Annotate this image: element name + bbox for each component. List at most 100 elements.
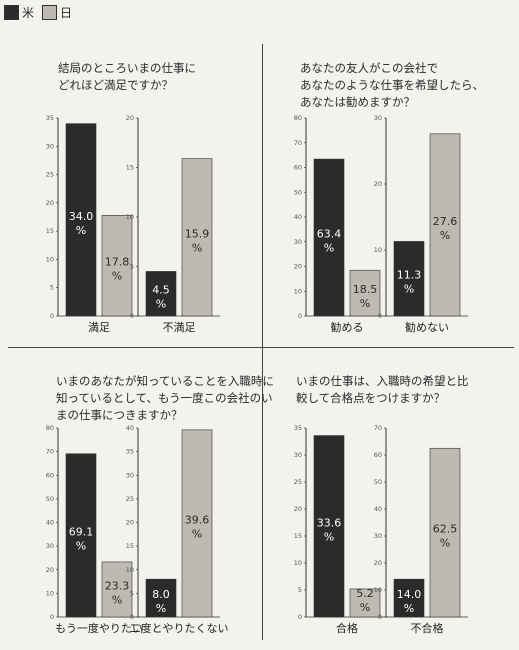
c2-s2-bar-jp	[429, 133, 461, 317]
c4-s2-tick-label: 50	[374, 478, 382, 486]
legend-swatch-jp	[42, 4, 58, 20]
c3-s2-bar-us	[145, 578, 177, 618]
c2-s1-tick-label: 50	[294, 188, 302, 196]
c3-s1-tick-label: 70	[46, 448, 54, 456]
c3-s1-value-label-jp: 23.3%	[105, 579, 130, 606]
c4-s2-tick-label: 10	[374, 586, 382, 594]
c2-s2-value-label-us: 11.3%	[397, 269, 422, 296]
c1-s2-tick-label: 15	[126, 164, 134, 172]
c1-s2-value-label-us: 4.5%	[152, 284, 170, 311]
c3-s1-tick-label: 40	[46, 519, 54, 527]
c1-s1-bar-jp	[101, 215, 133, 317]
legend-swatch-us	[4, 4, 19, 20]
c4-s1-tick-label: 5	[298, 586, 302, 594]
question-1: 結局のところいまの仕事に どれほど満足ですか？	[58, 61, 196, 92]
c4-s1-tick-label: 25	[294, 478, 302, 486]
c3-s2-tick-label: 35	[126, 448, 134, 456]
c4-s2-tick-label: 40	[374, 505, 382, 513]
c4-s1-bar-us	[313, 435, 345, 618]
c2-s1-value-label-jp: 18.5%	[353, 283, 378, 310]
c4-s1-bar-jp	[349, 588, 381, 618]
c3-s2-tick-label: 15	[126, 542, 134, 550]
c3-s1-tick-label: 80	[46, 424, 54, 432]
c4-s2-tick-label: 20	[374, 559, 382, 567]
c4-s2-value-label-us: 14.0%	[397, 588, 422, 615]
question-2: あなたの友人がこの会社で あなたのような仕事を希望したら、 あなたは勧めますか？	[300, 61, 484, 109]
legend: 米 日	[4, 3, 80, 21]
c1-s1-tick-label: 30	[46, 142, 54, 150]
c3-s2-value-label-jp: 39.6%	[185, 513, 210, 540]
c2-s1-tick-label: 10	[294, 287, 302, 295]
c4-s2-category-label: 不合格	[411, 621, 444, 635]
c1-s2-bar-us	[145, 271, 177, 317]
vertical-divider	[262, 44, 263, 640]
c4-s1-tick-label: 30	[294, 451, 302, 459]
c3-s1-bar-jp	[101, 561, 133, 618]
c2-s1-bar-us	[313, 158, 345, 317]
c3-s1-tick-label: 60	[46, 471, 54, 479]
question-3: いまのあなたが知っていることを入職時に 知っているとして、もう一度この会社のい …	[56, 374, 274, 422]
c2-s2-tick-label: 20	[374, 180, 382, 188]
horizontal-divider	[8, 347, 514, 348]
c1-s1-category-label: 満足	[88, 321, 110, 334]
c2-s2-tick-label: 0	[378, 312, 382, 320]
legend-label-us: 米	[22, 5, 35, 20]
c3-s2-tick-label: 25	[126, 495, 134, 503]
c2-s1-tick-label: 30	[294, 238, 302, 246]
c2-s2-value-label-jp: 27.6%	[433, 215, 458, 242]
c1-s1-tick-label: 20	[46, 199, 54, 207]
c3-s2-tick-label: 30	[126, 471, 134, 479]
c2-s2-tick-label: 30	[374, 114, 382, 122]
c1-s1-bar-us	[65, 123, 97, 317]
c2-s1-tick-label: 20	[294, 263, 302, 271]
c2-s1-category-label: 勧める	[331, 320, 364, 334]
c3-s1-tick-label: 10	[46, 589, 54, 597]
c1-s2-bar-jp	[181, 158, 213, 317]
c1-s1-tick-label: 35	[46, 114, 54, 122]
c1-s2-tick-label: 20	[126, 114, 134, 122]
c2-s1-bar-jp	[349, 269, 381, 317]
c2-s1-tick-label: 0	[298, 312, 302, 320]
c3-s1-value-label-us: 69.1%	[69, 525, 94, 552]
c1-s2-value-label-jp: 15.9%	[185, 227, 210, 254]
c2-s2-tick-label: 10	[374, 246, 382, 254]
c4-s1-value-label-jp: 5.2%	[356, 587, 374, 614]
c3-s2-tick-label: 20	[126, 519, 134, 527]
c1-s2-tick-label: 0	[130, 312, 134, 320]
c3-s2-category-label: 二度とやりたくない	[130, 621, 229, 635]
c3-s1-tick-label: 50	[46, 495, 54, 503]
c1-s1-tick-label: 5	[50, 284, 54, 292]
c1-s1-tick-label: 0	[50, 312, 54, 320]
c2-s2-category-label: 勧めない	[405, 320, 449, 334]
c4-s2-tick-label: 70	[374, 424, 382, 432]
c2-s1-tick-label: 70	[294, 139, 302, 147]
c1-s1-value-label-jp: 17.8%	[105, 256, 130, 283]
c1-s2-tick-label: 10	[126, 213, 134, 221]
question-4: いまの仕事は、入職時の希望と比 較して合格点をつけますか？	[296, 374, 469, 405]
c3-s2-bar-jp	[181, 429, 213, 618]
c4-s1-tick-label: 20	[294, 505, 302, 513]
c4-s1-category-label: 合格	[336, 621, 358, 635]
c1-s1-tick-label: 10	[46, 255, 54, 263]
c1-s2-tick-label: 5	[130, 263, 134, 271]
c4-s1-tick-label: 35	[294, 424, 302, 432]
legend-label-jp: 日	[60, 5, 73, 20]
c4-s2-tick-label: 60	[374, 451, 382, 459]
c3-s2-tick-label: 5	[130, 589, 134, 597]
c1-s2-category-label: 不満足	[163, 321, 196, 334]
c1-s1-tick-label: 15	[46, 227, 54, 235]
c2-s1-tick-label: 80	[294, 114, 302, 122]
c4-s1-tick-label: 10	[294, 559, 302, 567]
c4-s1-value-label-us: 33.6%	[317, 516, 342, 543]
c3-s1-tick-label: 20	[46, 566, 54, 574]
c4-s1-tick-label: 0	[298, 613, 302, 621]
c3-s2-value-label-us: 8.0%	[152, 588, 170, 615]
c3-s1-tick-label: 30	[46, 542, 54, 550]
c4-s2-bar-jp	[429, 447, 461, 618]
c3-s1-category-label: もう一度やりたい	[55, 621, 143, 635]
c3-s2-tick-label: 0	[130, 613, 134, 621]
c4-s2-tick-label: 0	[378, 613, 382, 621]
c4-s2-tick-label: 30	[374, 532, 382, 540]
c2-s1-value-label-us: 63.4%	[317, 228, 342, 255]
